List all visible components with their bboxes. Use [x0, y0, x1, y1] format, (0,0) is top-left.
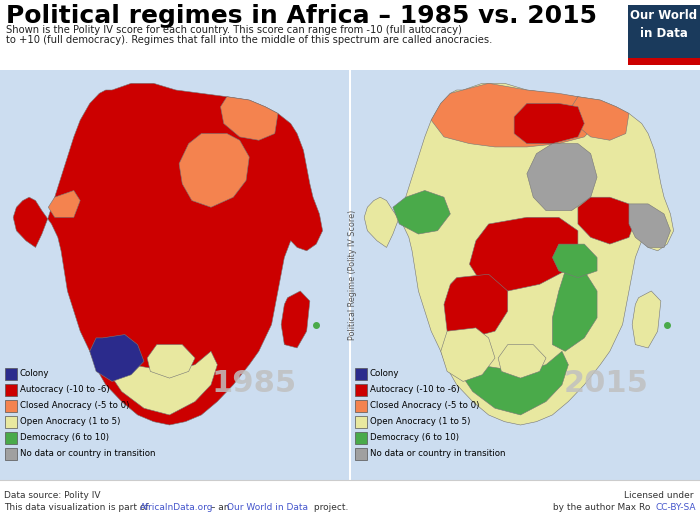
Text: Political regimes in Africa – 1985 vs. 2015: Political regimes in Africa – 1985 vs. 2… — [6, 4, 597, 28]
Text: Autocracy (-10 to -6): Autocracy (-10 to -6) — [20, 384, 110, 394]
Bar — [628, 58, 700, 65]
Bar — [351, 70, 700, 480]
Bar — [355, 432, 367, 444]
Polygon shape — [456, 351, 568, 415]
Text: 1985: 1985 — [212, 369, 297, 398]
Bar — [355, 368, 367, 380]
Polygon shape — [571, 97, 629, 140]
Polygon shape — [552, 244, 597, 278]
Text: 2015: 2015 — [564, 369, 648, 398]
Polygon shape — [90, 334, 144, 382]
Bar — [5, 384, 17, 396]
Polygon shape — [431, 83, 597, 147]
Text: This data visualization is part of: This data visualization is part of — [4, 503, 151, 512]
Bar — [5, 400, 17, 412]
Polygon shape — [632, 291, 661, 348]
Polygon shape — [48, 191, 80, 217]
Text: Open Anocracy (1 to 5): Open Anocracy (1 to 5) — [370, 416, 470, 425]
Polygon shape — [441, 328, 495, 382]
Polygon shape — [179, 133, 249, 207]
Polygon shape — [281, 291, 310, 348]
Polygon shape — [444, 274, 508, 338]
Text: Autocracy (-10 to -6): Autocracy (-10 to -6) — [370, 384, 460, 394]
Polygon shape — [498, 344, 546, 378]
Text: AfricaInData.org: AfricaInData.org — [140, 503, 214, 512]
Polygon shape — [514, 103, 584, 144]
Text: Democracy (6 to 10): Democracy (6 to 10) — [370, 433, 459, 442]
Bar — [5, 448, 17, 460]
Polygon shape — [552, 271, 597, 351]
Bar — [5, 368, 17, 380]
Bar — [628, 5, 700, 65]
Text: No data or country in transition: No data or country in transition — [370, 448, 505, 457]
Bar — [349, 70, 351, 480]
Polygon shape — [578, 197, 636, 244]
Bar — [5, 416, 17, 428]
Polygon shape — [629, 204, 671, 247]
Bar — [355, 416, 367, 428]
Polygon shape — [364, 83, 673, 425]
Polygon shape — [393, 191, 450, 234]
Text: Our World
in Data: Our World in Data — [631, 9, 698, 40]
Polygon shape — [470, 217, 578, 291]
Bar — [355, 384, 367, 396]
Text: No data or country in transition: No data or country in transition — [20, 448, 155, 457]
Bar — [0, 70, 349, 480]
Text: Colony: Colony — [370, 369, 400, 377]
Polygon shape — [220, 97, 278, 140]
Text: to +10 (full democracy). Regimes that fall into the middle of this spectrum are : to +10 (full democracy). Regimes that fa… — [6, 35, 492, 45]
Text: Open Anocracy (1 to 5): Open Anocracy (1 to 5) — [20, 416, 120, 425]
Text: Data source: Polity IV: Data source: Polity IV — [4, 491, 101, 500]
Text: Democracy (6 to 10): Democracy (6 to 10) — [20, 433, 109, 442]
Text: – an: – an — [208, 503, 232, 512]
Polygon shape — [106, 351, 217, 415]
Text: project.: project. — [311, 503, 349, 512]
Text: Licensed under: Licensed under — [624, 491, 696, 500]
Text: Colony: Colony — [20, 369, 50, 377]
Text: Shown is the Polity IV score for each country. This score can range from -10 (fu: Shown is the Polity IV score for each co… — [6, 25, 462, 35]
Polygon shape — [147, 344, 195, 378]
Polygon shape — [13, 83, 323, 425]
Bar — [0, 0, 700, 70]
Bar — [5, 432, 17, 444]
Polygon shape — [527, 144, 597, 211]
Text: Political Regime (Polity IV Score): Political Regime (Polity IV Score) — [348, 210, 357, 340]
Text: Our World in Data: Our World in Data — [227, 503, 308, 512]
Bar — [355, 400, 367, 412]
Bar — [0, 480, 700, 525]
Text: Closed Anocracy (-5 to 0): Closed Anocracy (-5 to 0) — [370, 401, 480, 410]
Text: Closed Anocracy (-5 to 0): Closed Anocracy (-5 to 0) — [20, 401, 130, 410]
Bar — [355, 448, 367, 460]
Text: CC-BY-SA: CC-BY-SA — [655, 503, 696, 512]
Text: by the author Max Ro: by the author Max Ro — [550, 503, 650, 512]
